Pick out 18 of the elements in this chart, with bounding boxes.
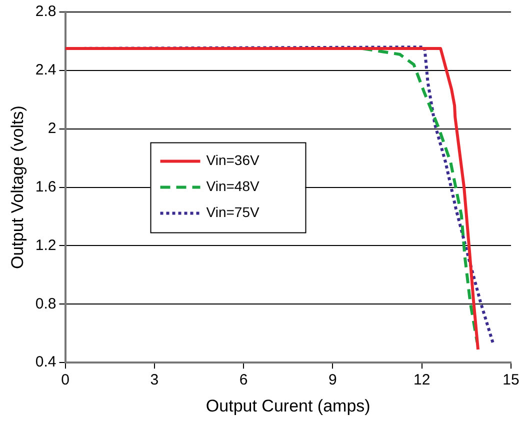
y-tick-label: 2 (48, 120, 56, 138)
x-tick-label: 9 (328, 372, 337, 389)
y-tick-label: 1.6 (35, 178, 56, 196)
x-tick-label: 0 (61, 372, 70, 389)
x-tick-label: 15 (502, 372, 520, 389)
x-tick-label: 12 (414, 372, 430, 389)
y-tick-label: 1.2 (35, 236, 56, 254)
y-tick-label: 0.8 (35, 295, 56, 312)
y-tick-label: 2.8 (35, 3, 56, 20)
x-axis-title: Output Curent (amps) (206, 396, 370, 416)
y-tick-label: 0.4 (35, 354, 56, 371)
x-tick-label: 6 (239, 372, 248, 389)
y-tick-label: 2.4 (35, 62, 56, 79)
x-tick-label: 3 (150, 372, 159, 389)
legend-label: Vin=48V (206, 178, 260, 194)
legend-label: Vin=36V (206, 152, 260, 168)
legend-label: Vin=75V (206, 204, 260, 220)
y-axis-title: Output Voltage (volts) (8, 106, 27, 270)
